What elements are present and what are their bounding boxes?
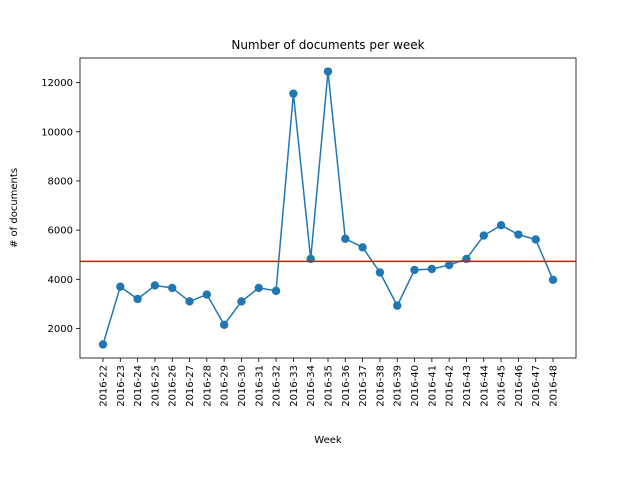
data-point xyxy=(271,286,281,296)
x-tick-label: 2016-26 xyxy=(168,365,179,407)
data-point xyxy=(479,231,488,240)
data-point xyxy=(133,294,142,304)
x-tick-label: 2016-30 xyxy=(237,365,248,407)
y-tick-label: 12000 xyxy=(41,78,73,89)
x-tick-label: 2016-37 xyxy=(358,365,369,407)
x-tick-label: 2016-47 xyxy=(531,365,542,407)
x-tick-label: 2016-42 xyxy=(445,365,456,407)
x-tick-label: 2016-39 xyxy=(393,365,404,407)
data-point xyxy=(116,282,125,291)
data-point xyxy=(185,297,194,306)
data-point xyxy=(548,275,558,285)
data-point xyxy=(323,67,333,76)
x-axis-label: Week xyxy=(314,435,342,446)
y-axis-label: # of documents xyxy=(9,168,20,248)
data-point xyxy=(237,297,246,306)
x-tick-label: 2016-31 xyxy=(254,365,265,407)
data-point xyxy=(202,290,212,299)
y-tick-label: 6000 xyxy=(48,226,73,237)
data-point xyxy=(341,234,350,243)
x-tick-label: 2016-45 xyxy=(497,365,508,407)
data-point xyxy=(168,283,177,293)
x-tick-label: 2016-40 xyxy=(410,365,421,407)
data-point xyxy=(219,320,229,330)
x-tick-label: 2016-38 xyxy=(375,365,386,407)
x-tick-label: 2016-25 xyxy=(150,365,161,407)
plot-frame xyxy=(79,57,577,359)
x-tick-label: 2016-29 xyxy=(220,365,231,407)
x-tick-label: 2016-22 xyxy=(99,365,110,407)
data-point xyxy=(358,243,367,252)
x-tick-label: 2016-27 xyxy=(185,365,196,407)
x-tick-label: 2016-43 xyxy=(462,365,473,407)
x-tick-label: 2016-32 xyxy=(272,365,283,407)
x-tick-label: 2016-46 xyxy=(514,365,525,407)
plot-area: 2000 4000 6000 8000 10000 12000 2016-22 2016-23… xyxy=(41,57,577,407)
data-point xyxy=(289,89,298,98)
x-tick-label: 2016-36 xyxy=(341,365,352,407)
x-tick-label: 2016-41 xyxy=(427,365,438,407)
data-point xyxy=(496,221,506,230)
data-point xyxy=(150,281,160,290)
y-tick-label: 10000 xyxy=(41,127,73,138)
chart-title: Number of documents per week xyxy=(231,38,424,52)
data-point xyxy=(393,301,402,310)
data-point xyxy=(514,230,523,239)
x-tick-label: 2016-44 xyxy=(479,365,490,407)
data-point xyxy=(531,235,540,244)
x-tick-label: 2016-23 xyxy=(116,365,127,407)
data-point xyxy=(427,264,437,274)
data-point xyxy=(375,268,385,277)
data-point xyxy=(444,260,454,270)
x-tick-label: 2016-35 xyxy=(324,365,335,407)
data-point xyxy=(410,265,419,275)
data-point xyxy=(254,283,263,293)
data-point xyxy=(98,340,108,349)
x-tick-label: 2016-34 xyxy=(306,365,317,407)
y-tick-label: 2000 xyxy=(48,324,73,335)
x-tick-label: 2016-48 xyxy=(549,365,560,407)
x-tick-label: 2016-24 xyxy=(133,365,144,407)
x-tick-label: 2016-28 xyxy=(202,365,213,407)
y-tick-label: 8000 xyxy=(48,176,73,187)
y-tick-label: 4000 xyxy=(48,275,73,286)
x-tick-label: 2016-33 xyxy=(289,365,300,407)
